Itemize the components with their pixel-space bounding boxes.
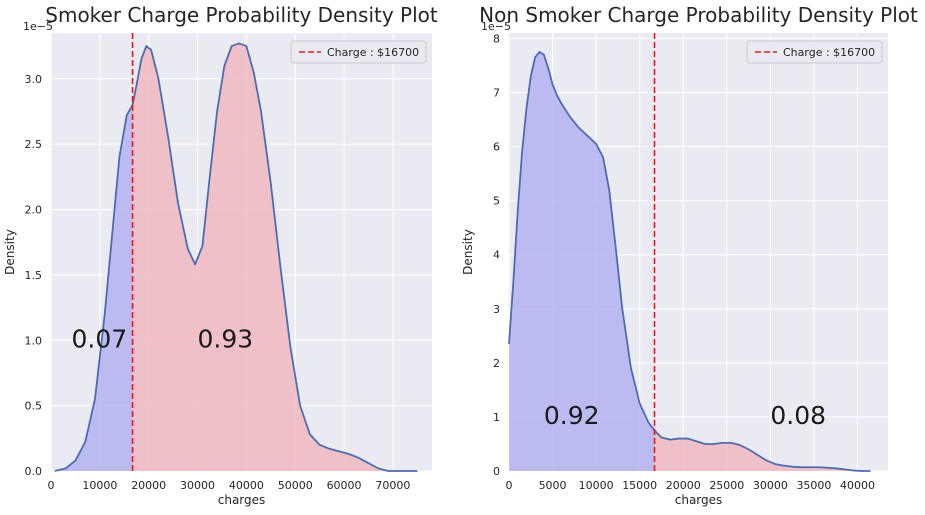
y-tick-label: 6 bbox=[493, 141, 500, 154]
x-tick-label: 40000 bbox=[229, 479, 264, 492]
y-axis-label: Density bbox=[461, 229, 475, 275]
x-tick-label: 50000 bbox=[278, 479, 313, 492]
x-tick-label: 70000 bbox=[375, 479, 410, 492]
probability-annotation: 0.08 bbox=[770, 401, 826, 430]
smoker-density-chart: 0.07 0.93 0 10000 20000 30000 40000 50000 60000 7… bbox=[3, 3, 438, 507]
y-tick-label: 5 bbox=[493, 195, 500, 208]
x-tick-label: 30000 bbox=[180, 479, 215, 492]
legend-label: Charge : $16700 bbox=[783, 46, 875, 59]
legend-box bbox=[746, 40, 883, 64]
density-curve bbox=[508, 51, 871, 472]
y-tick-label: 4 bbox=[493, 249, 500, 262]
density-fill-above-threshold bbox=[132, 43, 418, 471]
y-scale-label: 1e−5 bbox=[23, 20, 53, 33]
y-tick-label: 7 bbox=[493, 86, 500, 99]
non-smoker-density-chart: 0.92 0.080 5000 10000 15000 20000 25000 30000 35… bbox=[461, 3, 918, 507]
y-tick-label: 8 bbox=[493, 32, 500, 45]
legend-box bbox=[290, 40, 427, 64]
chart-title: Smoker Charge Probability Density Plot bbox=[45, 3, 438, 27]
probability-annotation: 0.92 bbox=[544, 401, 600, 430]
x-tick-label: 60000 bbox=[327, 479, 362, 492]
x-tick-label: 20000 bbox=[131, 479, 166, 492]
x-axis-label: charges bbox=[675, 493, 723, 507]
x-tick-label: 10000 bbox=[82, 479, 117, 492]
y-tick-label: 3 bbox=[493, 303, 500, 316]
x-tick-label: 30000 bbox=[753, 479, 788, 492]
x-tick-label: 35000 bbox=[796, 479, 831, 492]
y-axis-label: Density bbox=[3, 229, 17, 275]
y-scale-label: 1e−5 bbox=[481, 20, 511, 33]
y-tick-label: 1.5 bbox=[25, 269, 43, 282]
legend-label: Charge : $16700 bbox=[327, 46, 419, 59]
y-tick-label: 1 bbox=[493, 411, 500, 424]
x-tick-label: 25000 bbox=[709, 479, 744, 492]
probability-annotation: 0.07 bbox=[72, 324, 128, 353]
x-axis-label: charges bbox=[218, 493, 266, 507]
x-tick-label: 0 bbox=[506, 479, 513, 492]
density-fill-below-threshold bbox=[54, 104, 133, 471]
x-tick-label: 0 bbox=[48, 479, 55, 492]
x-tick-label: 15000 bbox=[622, 479, 657, 492]
y-tick-label: 1.0 bbox=[25, 334, 43, 347]
x-tick-label: 20000 bbox=[666, 479, 701, 492]
probability-annotation: 0.93 bbox=[198, 324, 254, 353]
y-tick-label: 2.5 bbox=[25, 138, 43, 151]
y-tick-label: 0.0 bbox=[25, 465, 43, 478]
chart-title: Non Smoker Charge Probability Density Pl… bbox=[479, 3, 918, 27]
y-tick-label: 2 bbox=[493, 357, 500, 370]
y-tick-label: 2.0 bbox=[25, 204, 43, 217]
density-fill-above-threshold bbox=[654, 430, 871, 471]
x-tick-label: 5000 bbox=[539, 479, 567, 492]
x-tick-label: 10000 bbox=[579, 479, 614, 492]
y-tick-label: 0 bbox=[493, 465, 500, 478]
x-tick-label: 40000 bbox=[840, 479, 875, 492]
y-tick-label: 0.5 bbox=[25, 400, 43, 413]
density-fill-below-threshold bbox=[509, 51, 655, 471]
y-tick-label: 3.0 bbox=[25, 73, 43, 86]
density-curve bbox=[54, 42, 418, 472]
